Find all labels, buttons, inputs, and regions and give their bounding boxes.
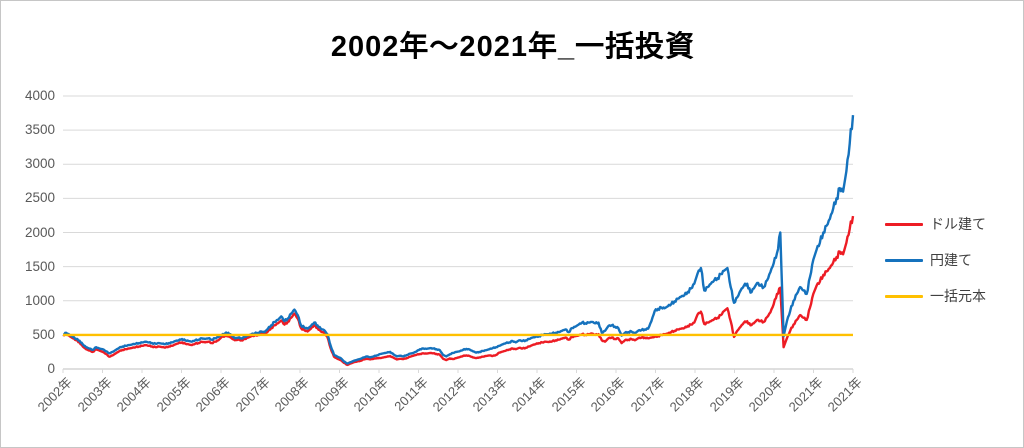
y-axis-tick-label: 0 xyxy=(47,361,55,376)
legend-item-principal: 一括元本 xyxy=(885,285,986,307)
usd-series-line xyxy=(62,215,855,367)
y-axis-tick-label: 1500 xyxy=(24,258,55,274)
y-axis-tick-label: 3000 xyxy=(24,156,55,172)
y-axis-tick-label: 2000 xyxy=(24,224,55,240)
usd-line-swatch xyxy=(885,222,923,226)
legend-label-usd: ドル建て xyxy=(930,216,986,232)
legend-item-jpy: 円建て xyxy=(885,249,986,271)
y-axis-tick-label: 500 xyxy=(32,326,55,342)
principal-line-swatch xyxy=(885,294,923,298)
jpy-line-swatch xyxy=(885,258,923,262)
y-axis-tick-label: 3500 xyxy=(24,122,55,138)
legend-item-usd: ドル建て xyxy=(885,213,986,235)
legend-label-jpy: 円建て xyxy=(930,252,972,268)
y-axis-tick-label: 2500 xyxy=(24,190,55,206)
y-axis-tick-label: 4000 xyxy=(24,88,55,103)
legend: ドル建て 円建て 一括元本 xyxy=(885,213,986,321)
jpy-series-line xyxy=(62,115,855,365)
y-axis-tick-label: 1000 xyxy=(24,292,55,308)
legend-label-principal: 一括元本 xyxy=(930,288,986,304)
chart-title: 2002年〜2021年_一括投資 xyxy=(330,31,696,63)
